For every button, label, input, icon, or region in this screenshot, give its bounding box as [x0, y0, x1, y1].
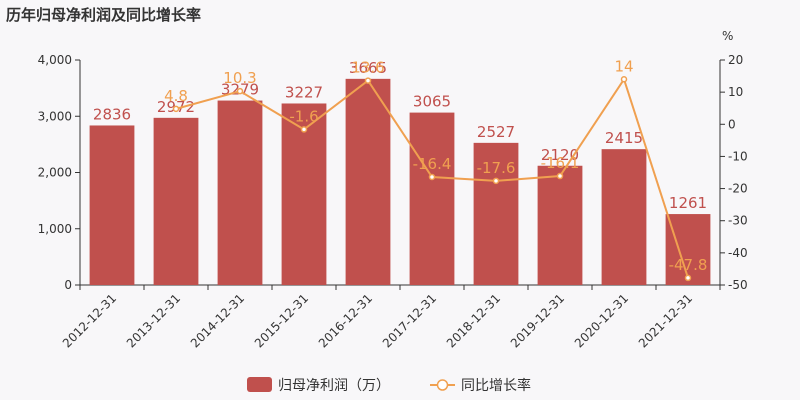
right-axis-tick-label: -10: [728, 149, 748, 163]
right-axis-tick-label: 10: [728, 85, 743, 99]
x-axis-tick-label: 2015-12-31: [252, 291, 311, 350]
bar: [537, 165, 583, 285]
legend-line-label: 同比增长率: [461, 377, 531, 394]
bar-data-label: 3065: [413, 93, 451, 111]
bar-data-label: 2415: [605, 129, 643, 147]
growth-rate-data-label: 14: [614, 57, 633, 75]
bar: [345, 78, 391, 285]
x-axis-tick-label: 2012-12-31: [60, 291, 119, 350]
x-axis-tick-label: 2018-12-31: [444, 291, 503, 350]
bar: [281, 103, 327, 285]
growth-rate-point: [620, 76, 628, 83]
right-axis-tick-label: -50: [728, 278, 748, 292]
bar: [665, 214, 711, 285]
x-axis-tick-label: 2021-12-31: [636, 291, 695, 350]
growth-rate-point: [236, 87, 244, 95]
bar: [217, 100, 263, 286]
growth-rate-data-label: -16.4: [413, 155, 452, 173]
left-axis-tick-label: 0: [64, 278, 72, 292]
legend-bar-label: 归母净利润（万）: [278, 377, 390, 394]
bar: [473, 142, 519, 285]
x-axis-tick-label: 2013-12-31: [124, 291, 183, 350]
growth-rate-data-label: -1.6: [289, 107, 318, 125]
bar-data-label: 1261: [669, 194, 707, 212]
growth-rate-data-label: 13.6: [351, 59, 384, 77]
growth-rate-data-label: -47.8: [669, 256, 708, 274]
bar-data-label: 3665: [349, 59, 387, 77]
x-axis-tick-label: 2020-12-31: [572, 291, 631, 350]
x-axis-tick-label: 2016-12-31: [316, 291, 375, 350]
growth-rate-point: [684, 274, 692, 282]
right-axis-tick-label: -30: [728, 214, 748, 228]
growth-rate-point: [364, 77, 372, 84]
right-axis-tick-label: -40: [728, 246, 748, 260]
growth-rate-point: [172, 105, 180, 113]
left-axis-tick-label: 4,000: [38, 53, 72, 67]
growth-rate-data-label: 4.8: [164, 87, 188, 105]
bar-data-label: 2120: [541, 146, 579, 164]
bar: [601, 149, 647, 285]
bar: [153, 117, 199, 285]
x-axis-tick-label: 2019-12-31: [508, 291, 567, 350]
x-axis-tick-label: 2014-12-31: [188, 291, 247, 350]
growth-rate-point: [300, 126, 308, 133]
left-axis-tick-label: 3,000: [38, 109, 72, 123]
legend-bar-swatch: [247, 377, 272, 392]
left-axis-tick-label: 2,000: [38, 166, 72, 180]
growth-rate-data-label: -17.6: [477, 159, 516, 177]
legend-line-marker: [436, 379, 449, 391]
growth-rate-point: [492, 177, 500, 185]
right-axis-tick-label: -20: [728, 182, 748, 196]
bar-data-label: 2836: [93, 105, 131, 123]
bar-data-label: 3227: [285, 83, 323, 101]
growth-rate-point: [428, 173, 436, 181]
bar: [89, 125, 135, 285]
x-axis-tick-label: 2017-12-31: [380, 291, 439, 350]
bar-data-label: 2527: [477, 123, 515, 141]
growth-rate-point: [556, 172, 564, 180]
right-axis-unit: %: [722, 29, 733, 43]
growth-rate-data-label: -16.1: [541, 154, 580, 172]
right-axis-tick-label: 20: [728, 53, 743, 67]
left-axis-tick-label: 1,000: [38, 222, 72, 236]
chart-title: 历年归母净利润及同比增长率: [6, 6, 202, 24]
bar: [409, 112, 455, 285]
growth-rate-data-label: 10.3: [223, 69, 256, 87]
right-axis-tick-label: 0: [728, 117, 736, 131]
